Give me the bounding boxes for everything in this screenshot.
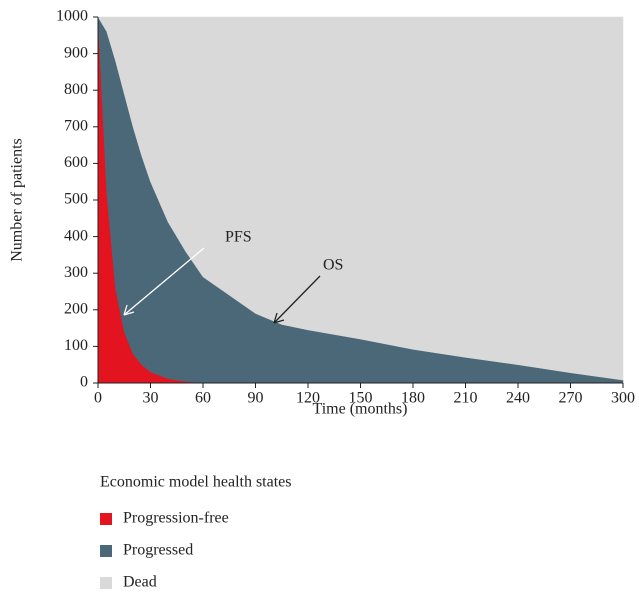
legend-swatch: [100, 513, 112, 525]
legend-label: Dead: [123, 574, 157, 591]
annotation-arrow: [123, 247, 205, 316]
annotation: OS: [323, 257, 343, 274]
legend-label: Progression-free: [123, 510, 229, 527]
y-tick-label: 1000: [56, 8, 88, 25]
annotation: PFS: [225, 229, 252, 246]
legend-swatch: [100, 577, 112, 589]
y-tick-label: 600: [64, 154, 88, 171]
area: [97, 16, 624, 381]
x-tick-label: 0: [94, 390, 102, 407]
x-tick-label: 180: [401, 390, 425, 407]
arrow-head: [273, 312, 285, 324]
y-tick-label: 800: [64, 81, 88, 98]
x-tick-label: 210: [454, 390, 478, 407]
x-tick-label: 150: [349, 390, 373, 407]
legend-swatch: [100, 545, 112, 557]
y-tick-label: 300: [64, 264, 88, 281]
legend-label: Progressed: [123, 542, 193, 559]
legend-title: Economic model health states: [100, 474, 292, 491]
y-axis-label: Number of patients: [9, 138, 26, 262]
y-tick-label: 100: [64, 337, 88, 354]
legend: Progression-free Progressed Dead: [100, 510, 229, 591]
y-tick-label: 0: [80, 374, 88, 391]
x-axis-label: Time (months): [313, 401, 408, 418]
arrow-head: [123, 304, 135, 316]
x-tick-label: 240: [506, 390, 530, 407]
x-tick-label: 60: [195, 390, 211, 407]
x-tick-label: 30: [143, 390, 159, 407]
y-tick-label: 500: [64, 191, 88, 208]
plot-area: [97, 16, 624, 384]
x-tick-label: 270: [559, 390, 583, 407]
x-tick-label: 120: [296, 390, 320, 407]
annotation-arrow: [273, 275, 321, 324]
y-tick-label: 200: [64, 300, 88, 317]
y-tick-label: 900: [64, 44, 88, 61]
x-tick-label: 300: [611, 390, 635, 407]
x-tick-label: 90: [248, 390, 264, 407]
y-tick-label: 700: [64, 117, 88, 134]
y-tick-label: 400: [64, 227, 88, 244]
